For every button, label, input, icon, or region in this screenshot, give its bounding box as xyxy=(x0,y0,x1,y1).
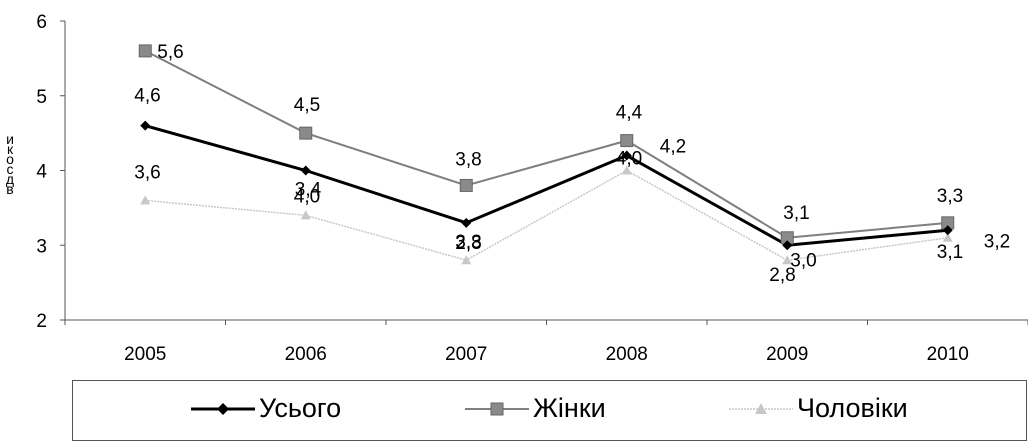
data-point xyxy=(620,134,634,148)
data-label: 4,4 xyxy=(616,103,643,124)
data-point xyxy=(782,255,793,265)
data-point xyxy=(782,240,793,251)
x-tick-label: 2010 xyxy=(927,344,969,365)
y-tick-label: 4 xyxy=(36,162,47,183)
data-point xyxy=(300,165,311,176)
legend-item-men: Чоловіки xyxy=(729,393,908,424)
data-label: 4,0 xyxy=(616,149,642,170)
data-label: 3,3 xyxy=(455,232,481,253)
line-chart: 2 3 4 5 6 2005 2006 2007 2008 2009 2010 4,6 4,0 3,3 4,… xyxy=(36,12,1028,365)
data-label: 3,2 xyxy=(984,231,1010,252)
data-point xyxy=(459,178,473,192)
data-point xyxy=(138,44,152,58)
data-label: 5,6 xyxy=(157,42,183,63)
data-label: 4,6 xyxy=(134,86,160,107)
data-point xyxy=(621,165,632,175)
data-point xyxy=(461,217,472,228)
y-tick-label: 3 xyxy=(36,236,47,257)
y-tick-label: 6 xyxy=(36,12,47,33)
data-label: 3,3 xyxy=(937,186,963,207)
legend-label-women: Жінки xyxy=(533,393,606,423)
x-tick-label: 2009 xyxy=(766,344,808,365)
data-point xyxy=(942,232,953,242)
legend: Усього Жінки Чоловіки xyxy=(72,380,1027,441)
data-label: 4,0 xyxy=(294,187,320,208)
y-axis-label: икосдв xyxy=(5,131,15,197)
legend-label-men: Чоловіки xyxy=(797,393,908,423)
series-line-0 xyxy=(144,124,948,247)
data-label: 3,8 xyxy=(455,149,481,170)
series-line-2 xyxy=(145,169,948,262)
data-label: 2,8 xyxy=(769,265,795,286)
series-line-1 xyxy=(144,50,948,239)
data-label: 4,5 xyxy=(294,95,320,116)
data-point xyxy=(299,126,313,140)
x-tick-label: 2005 xyxy=(124,344,166,365)
x-tick-label: 2008 xyxy=(606,344,648,365)
data-label: 3,4 xyxy=(295,179,322,200)
data-label: 4,2 xyxy=(660,137,686,158)
data-point xyxy=(621,150,632,161)
data-label: 3,0 xyxy=(790,250,816,271)
data-label: 3,6 xyxy=(134,162,160,183)
x-tick-label: 2006 xyxy=(285,344,327,365)
legend-label-total: Усього xyxy=(259,393,342,423)
data-point xyxy=(140,120,151,131)
data-point xyxy=(140,195,151,205)
legend-item-women: Жінки xyxy=(465,393,606,424)
legend-item-total: Усього xyxy=(191,393,341,424)
data-label: 2,8 xyxy=(455,233,481,254)
y-tick-label: 5 xyxy=(36,87,47,108)
legend-marker-total xyxy=(191,402,255,415)
data-point xyxy=(300,210,311,220)
data-label: 3,1 xyxy=(783,203,809,224)
x-tick-label: 2007 xyxy=(445,344,487,365)
legend-marker-men xyxy=(729,402,793,414)
data-point xyxy=(461,255,472,265)
data-label: 3,1 xyxy=(937,242,963,263)
legend-marker-women xyxy=(465,402,529,415)
y-tick-label: 2 xyxy=(36,311,47,332)
data-point xyxy=(942,225,953,236)
